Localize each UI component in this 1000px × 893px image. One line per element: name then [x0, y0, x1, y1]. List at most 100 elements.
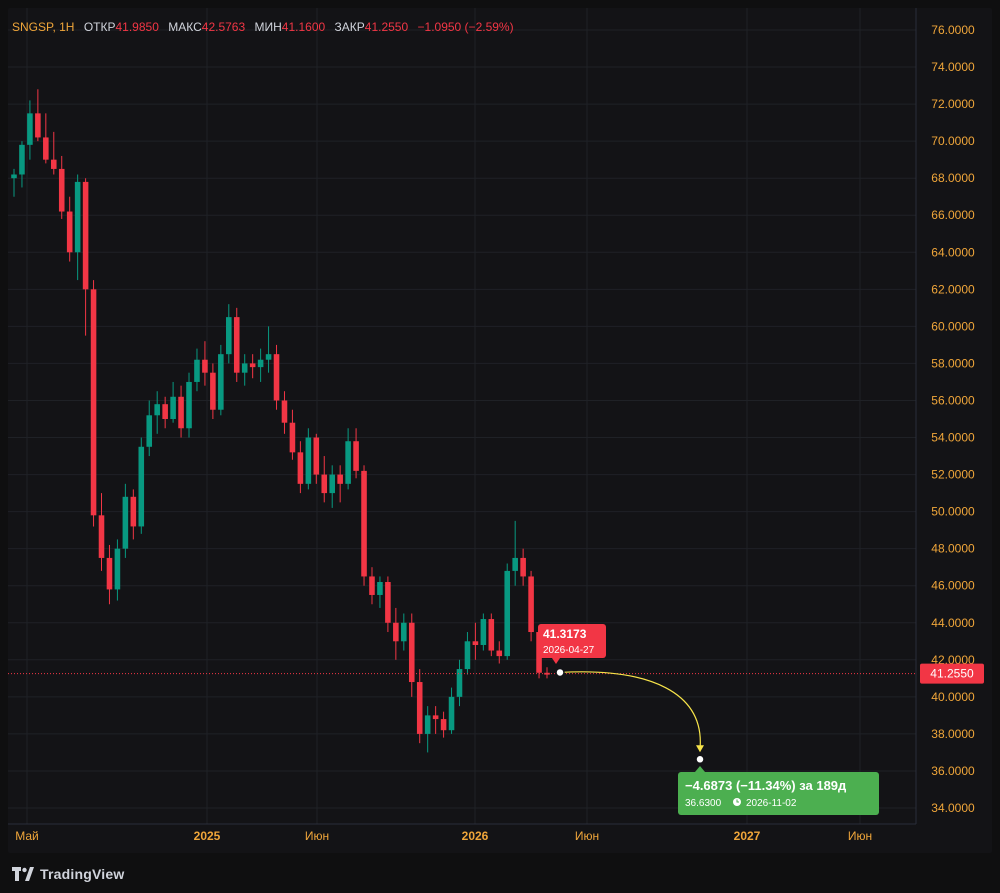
candle-body[interactable]: [218, 354, 224, 410]
candle-body[interactable]: [424, 715, 431, 734]
candle-body[interactable]: [273, 354, 280, 401]
candle-body[interactable]: [337, 474, 343, 484]
last-price-tag-label: 41.2550: [930, 667, 974, 681]
candle-body[interactable]: [329, 474, 335, 494]
candle-body[interactable]: [98, 515, 105, 558]
candle-body[interactable]: [512, 557, 518, 571]
forecast-start-tag-pointer: [552, 658, 560, 664]
candle-body[interactable]: [35, 113, 41, 138]
legend-close-label: ЗАКР: [334, 20, 365, 34]
candle-body[interactable]: [432, 715, 439, 720]
candle-body[interactable]: [488, 619, 495, 651]
chart-pane[interactable]: 76.0000 74.0000 72.0000 70.0000 68.0000 66.00…: [8, 8, 992, 853]
candle-body[interactable]: [504, 570, 511, 657]
candle-body[interactable]: [74, 181, 81, 253]
candle-body[interactable]: [233, 317, 240, 373]
tradingview-logo[interactable]: TradingView: [12, 864, 124, 884]
candle-body[interactable]: [480, 619, 487, 645]
candle-body[interactable]: [345, 441, 351, 484]
candle-body[interactable]: [440, 719, 447, 731]
last-price-tag: [920, 663, 984, 684]
y-tick-label: 42.0000: [931, 653, 975, 667]
candle-body[interactable]: [202, 359, 208, 373]
candle-body[interactable]: [353, 441, 359, 471]
candle-body[interactable]: [464, 641, 471, 670]
y-tick-label: 72.0000: [931, 97, 975, 111]
candle-body[interactable]: [496, 650, 503, 657]
candle-body[interactable]: [106, 557, 113, 590]
x-tick-label: Июн: [848, 829, 872, 843]
legend-close-value: 41.2550: [364, 20, 409, 34]
candle-body[interactable]: [11, 174, 17, 179]
candle-body[interactable]: [377, 582, 383, 595]
candle-body[interactable]: [544, 672, 550, 675]
candle-body[interactable]: [82, 181, 89, 290]
candle-body[interactable]: [281, 400, 288, 423]
candle-body[interactable]: [170, 396, 176, 419]
y-tick-label: 64.0000: [931, 245, 975, 259]
candle-body[interactable]: [249, 363, 256, 368]
candle-body[interactable]: [369, 576, 375, 595]
forecast-start-value: 41.3173: [543, 627, 587, 641]
candle-body[interactable]: [321, 474, 328, 494]
candle-body[interactable]: [90, 289, 97, 516]
candle-body[interactable]: [114, 548, 121, 590]
candle-body[interactable]: [448, 696, 455, 731]
candle-body[interactable]: [178, 396, 184, 429]
candle-body[interactable]: [313, 437, 320, 475]
candle-body[interactable]: [297, 452, 304, 484]
candle-body[interactable]: [154, 404, 160, 416]
candle-body[interactable]: [138, 446, 145, 527]
candle-body[interactable]: [186, 381, 192, 429]
y-tick-label: 40.0000: [931, 690, 975, 704]
candle-body[interactable]: [210, 372, 216, 410]
candle-body[interactable]: [241, 363, 248, 373]
candle-body[interactable]: [43, 137, 49, 160]
price-chart[interactable]: 76.0000 74.0000 72.0000 70.0000 68.0000 66.00…: [8, 8, 992, 853]
candle-body[interactable]: [122, 496, 129, 549]
forecast-target-price: 36.6300: [685, 798, 722, 809]
candle-body[interactable]: [58, 168, 65, 212]
candle-body[interactable]: [27, 113, 33, 145]
candle-body[interactable]: [385, 582, 391, 623]
candle-body[interactable]: [226, 317, 232, 355]
tradingview-logo-icon: [12, 867, 34, 881]
y-tick-label: 70.0000: [931, 134, 975, 148]
y-tick-label: 48.0000: [931, 542, 975, 556]
forecast-end-point[interactable]: [695, 754, 705, 765]
candle-body[interactable]: [289, 422, 296, 453]
candle-body[interactable]: [393, 622, 399, 642]
x-tick-label: 2026: [462, 829, 489, 843]
candle-body[interactable]: [162, 404, 168, 419]
candle-body[interactable]: [472, 641, 479, 645]
y-tick-label: 46.0000: [931, 579, 975, 593]
candle-body[interactable]: [361, 470, 367, 577]
y-tick-label: 50.0000: [931, 505, 975, 519]
candle-body[interactable]: [528, 576, 534, 633]
legend-open-value: 41.9850: [115, 20, 159, 34]
candle-body[interactable]: [50, 159, 57, 169]
candle-body[interactable]: [130, 496, 137, 527]
candle-body[interactable]: [408, 622, 415, 683]
candle-body[interactable]: [265, 354, 272, 360]
candle-body[interactable]: [257, 359, 264, 368]
candle-body[interactable]: [456, 669, 463, 697]
candle-body[interactable]: [146, 415, 153, 447]
candle-body[interactable]: [66, 211, 73, 253]
forecast-start-point[interactable]: [555, 667, 565, 678]
y-tick-label: 38.0000: [931, 727, 975, 741]
tradingview-logo-text: TradingView: [40, 866, 125, 882]
candle-body[interactable]: [305, 437, 312, 484]
legend-symbol[interactable]: SNGSP, 1H: [12, 20, 75, 34]
x-tick-label: Июн: [305, 829, 329, 843]
candle-body[interactable]: [520, 557, 526, 577]
candle-body[interactable]: [401, 622, 407, 642]
y-tick-label: 44.0000: [931, 616, 975, 630]
forecast-curve: [559, 671, 701, 750]
candle-body[interactable]: [19, 144, 25, 175]
candle-body[interactable]: [194, 359, 200, 382]
legend-high-label: МАКС: [168, 20, 202, 34]
forecast-result-box: [678, 772, 879, 815]
candle-body[interactable]: [416, 682, 423, 734]
